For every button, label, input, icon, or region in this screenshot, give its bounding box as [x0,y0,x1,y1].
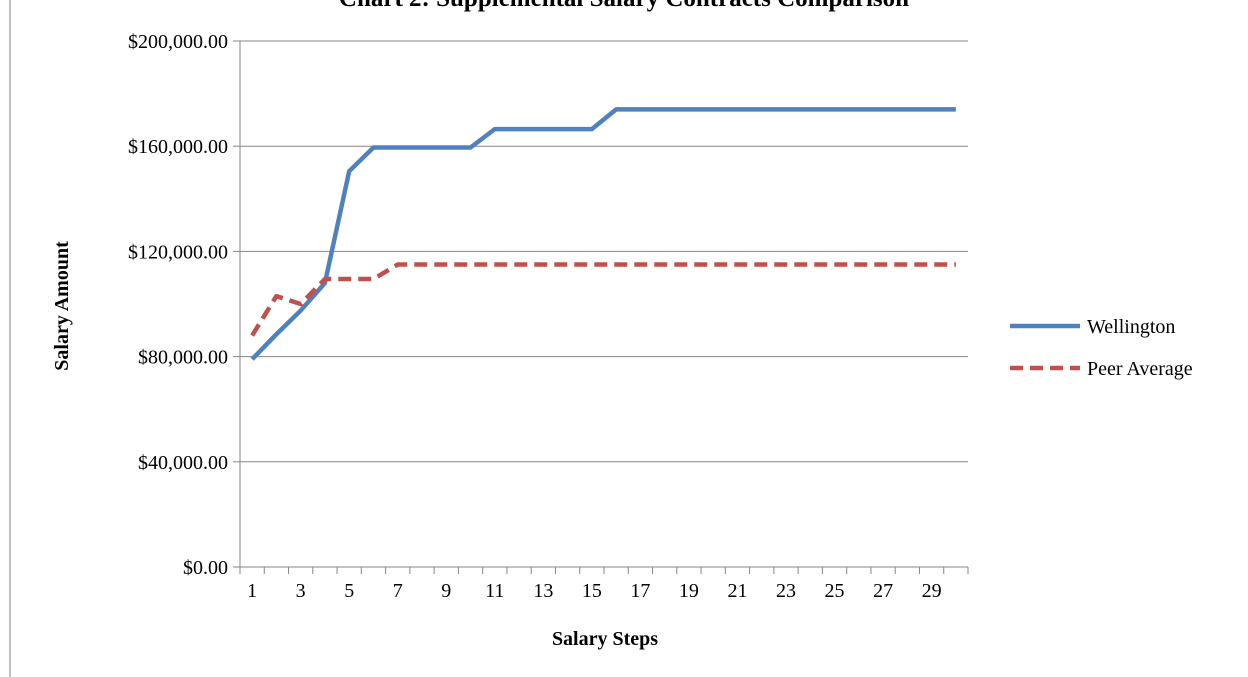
x-tick-label: 3 [296,580,306,602]
x-tick-label: 19 [679,580,699,602]
x-tick-label: 1 [247,580,257,602]
x-tick-label: 5 [344,580,354,602]
series-line-wellington [250,107,956,361]
series-line-peer-average [250,262,956,337]
tick-labels: $0.00 $40,000.00 $80,000.00 $120,000.00 $160… [128,31,942,602]
x-axis-label: Salary Steps [552,628,658,650]
data-series [250,107,956,361]
x-tick-label: 27 [873,580,893,602]
x-tick-label: 15 [582,580,602,602]
legend: Wellington Peer Average [1010,316,1193,380]
x-tick-label: 9 [441,580,451,602]
x-tick-label: 7 [393,580,403,602]
x-tick-label: 25 [825,580,845,602]
axes [233,40,969,574]
legend-label: Wellington [1087,316,1175,338]
y-tick-label: $120,000.00 [128,241,228,263]
x-tick-label: 21 [727,580,747,602]
gridlines [240,40,968,463]
chart-title: Chart 2: Supplemental Salary Contracts C… [339,0,909,12]
y-tick-label: $200,000.00 [128,31,228,53]
x-tick-label: 23 [776,580,796,602]
x-tick-label: 17 [630,580,650,602]
x-tick-label: 13 [533,580,553,602]
y-tick-label: $0.00 [183,557,228,579]
legend-label: Peer Average [1087,358,1193,380]
y-tick-label: $160,000.00 [128,136,228,158]
y-axis-label: Salary Amount [51,241,73,371]
x-tick-label: 29 [922,580,942,602]
y-tick-label: $80,000.00 [138,347,228,369]
y-tick-label: $40,000.00 [138,452,228,474]
x-tick-label: 11 [485,580,504,602]
